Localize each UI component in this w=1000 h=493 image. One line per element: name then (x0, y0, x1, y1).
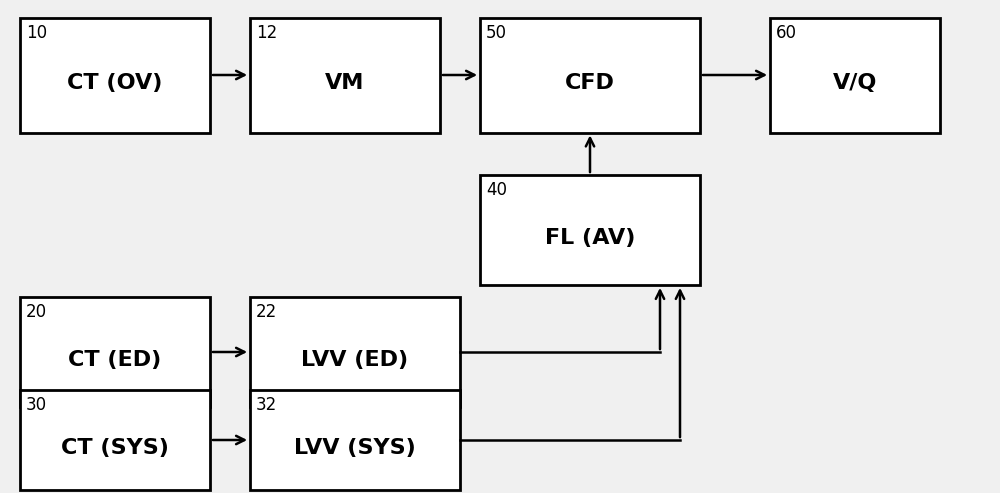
Bar (20, 17, 210, 133)
Text: CT (OV): CT (OV) (67, 73, 163, 93)
Text: CT (SYS): CT (SYS) (61, 438, 169, 458)
Bar (480, 17, 700, 133)
Text: 10: 10 (26, 24, 47, 41)
Text: 60: 60 (776, 24, 797, 41)
Text: 22: 22 (256, 303, 277, 321)
Text: 50: 50 (486, 24, 507, 41)
Text: LVV (SYS): LVV (SYS) (294, 438, 416, 458)
Text: 12: 12 (256, 24, 277, 41)
Bar (250, 297, 460, 407)
Bar (250, 390, 460, 490)
Text: FL (AV): FL (AV) (545, 228, 635, 248)
Bar (20, 297, 210, 407)
Bar (770, 17, 940, 133)
Text: VM: VM (325, 73, 365, 93)
Text: 30: 30 (26, 396, 47, 414)
Text: 40: 40 (486, 181, 507, 199)
Bar (20, 390, 210, 490)
Text: 20: 20 (26, 303, 47, 321)
Text: CFD: CFD (565, 73, 615, 93)
Bar (480, 175, 700, 285)
Text: V/Q: V/Q (833, 73, 877, 93)
Text: LVV (ED): LVV (ED) (301, 350, 409, 370)
Text: 32: 32 (256, 396, 277, 414)
Text: CT (ED): CT (ED) (68, 350, 162, 370)
Bar (250, 17, 440, 133)
